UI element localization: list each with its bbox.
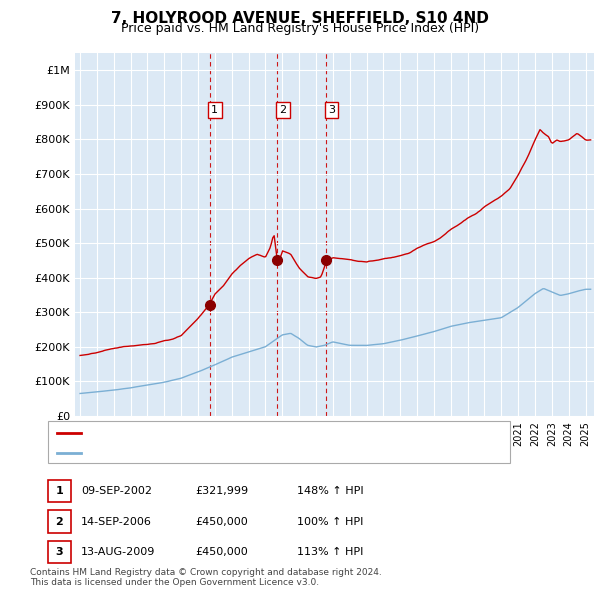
Text: 2: 2 <box>56 517 63 526</box>
Text: 7, HOLYROOD AVENUE, SHEFFIELD, S10 4ND: 7, HOLYROOD AVENUE, SHEFFIELD, S10 4ND <box>111 11 489 25</box>
Text: 13-AUG-2009: 13-AUG-2009 <box>81 548 155 557</box>
Text: Contains HM Land Registry data © Crown copyright and database right 2024.
This d: Contains HM Land Registry data © Crown c… <box>30 568 382 587</box>
Text: £321,999: £321,999 <box>195 486 248 496</box>
Text: 2: 2 <box>279 105 286 115</box>
Text: £450,000: £450,000 <box>195 517 248 526</box>
Text: 09-SEP-2002: 09-SEP-2002 <box>81 486 152 496</box>
Text: HPI: Average price, detached house, Sheffield: HPI: Average price, detached house, Shef… <box>84 448 323 457</box>
Text: 1: 1 <box>56 486 63 496</box>
Text: 1: 1 <box>211 105 218 115</box>
Text: Price paid vs. HM Land Registry's House Price Index (HPI): Price paid vs. HM Land Registry's House … <box>121 22 479 35</box>
Text: 100% ↑ HPI: 100% ↑ HPI <box>297 517 364 526</box>
Text: 148% ↑ HPI: 148% ↑ HPI <box>297 486 364 496</box>
Text: 14-SEP-2006: 14-SEP-2006 <box>81 517 152 526</box>
Text: 113% ↑ HPI: 113% ↑ HPI <box>297 548 364 557</box>
Text: £450,000: £450,000 <box>195 548 248 557</box>
Text: 7, HOLYROOD AVENUE, SHEFFIELD, S10 4ND (detached house): 7, HOLYROOD AVENUE, SHEFFIELD, S10 4ND (… <box>84 428 410 438</box>
Text: 3: 3 <box>56 548 63 557</box>
Text: 3: 3 <box>328 105 335 115</box>
